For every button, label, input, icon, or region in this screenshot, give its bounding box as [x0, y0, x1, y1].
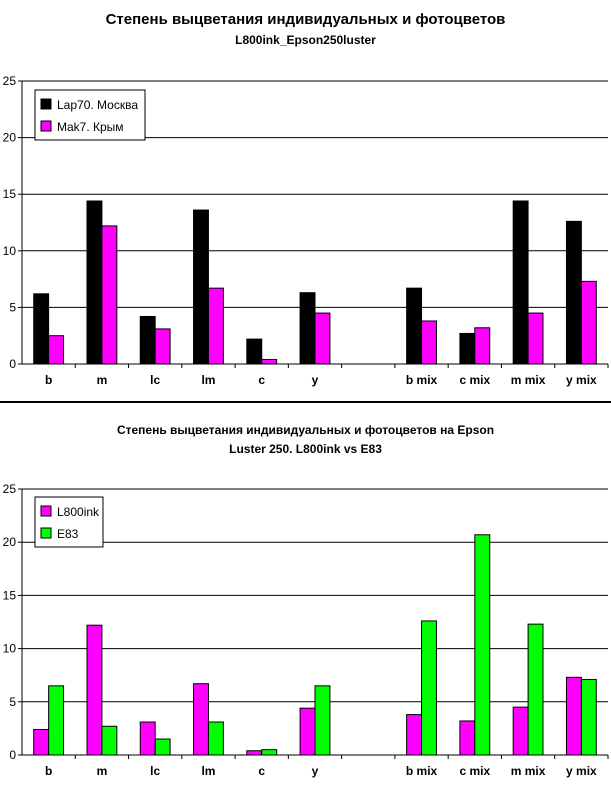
- chart-1-bar: [101, 225, 118, 365]
- chart-1-bar: [512, 200, 529, 365]
- chart-1-x-tick-label: c: [258, 373, 265, 387]
- chart-2-x-tick-label: c: [258, 764, 265, 778]
- chart-1-legend: Lap70. Москва Mak7. Крым: [34, 89, 146, 141]
- chart-2-legend-label: E83: [57, 527, 79, 541]
- chart-1-bar: [565, 220, 582, 365]
- chart-2-y-tick-label: 20: [3, 535, 17, 549]
- chart-2-legend-swatch: [40, 527, 52, 539]
- chart-2-bar: [459, 720, 476, 756]
- chart-1-x-tick-label: c mix: [459, 373, 490, 387]
- chart-1-bar: [580, 280, 597, 365]
- chart-2-x-tick-label: m: [97, 764, 108, 778]
- chart-2-bar: [565, 676, 582, 756]
- chart-1-x-tick-label: y mix: [566, 373, 597, 387]
- chart-1-bar: [314, 312, 331, 365]
- chart-1-x-tick-label: y: [312, 373, 319, 387]
- chart-2-x-tick-label: b mix: [406, 764, 438, 778]
- chart-1-y-tick-label: 20: [3, 131, 17, 145]
- chart-1-title: Степень выцветания индивидуальных и фото…: [105, 11, 506, 28]
- chart-1-legend-swatch: [40, 120, 52, 132]
- chart-2-bar: [86, 624, 103, 756]
- chart-2-subtitle: Luster 250. L800ink vs E83: [229, 442, 382, 456]
- chart-1-subtitle: L800ink_Epson250luster: [235, 33, 376, 47]
- chart-2-x-tick-label: m mix: [511, 764, 546, 778]
- chart-2-bar: [512, 706, 529, 756]
- chart-1-legend-swatch: [40, 98, 52, 110]
- chart-2-bar: [261, 749, 278, 756]
- chart-2-legend-swatch: [40, 505, 52, 517]
- chart-1-bar: [48, 335, 65, 365]
- chart-2-x-tick-label: y mix: [566, 764, 597, 778]
- chart-1-x-tick-label: b mix: [406, 373, 438, 387]
- chart-1-bar: [33, 293, 50, 365]
- chart-1-bar: [527, 312, 544, 365]
- chart-2-y-tick-label: 15: [3, 588, 17, 602]
- chart-2-x-tick-label: b: [45, 764, 52, 778]
- chart-1-y-tick-label: 15: [3, 187, 17, 201]
- chart-1-bar: [207, 287, 224, 365]
- chart-1-x-tick-label: lm: [201, 373, 215, 387]
- chart-1-bar: [474, 327, 491, 365]
- chart-2-y-tick-label: 10: [3, 642, 17, 656]
- chart-panel-1: Степень выцветания индивидуальных и фото…: [0, 0, 611, 397]
- chart-1-x-tick-label: m: [97, 373, 108, 387]
- chart-1-bar: [154, 328, 171, 365]
- chart-1-x-tick-label: m mix: [511, 373, 546, 387]
- chart-2-bar: [246, 750, 263, 756]
- chart-2-y-tick-label: 5: [9, 695, 16, 709]
- chart-2-bar: [314, 685, 331, 756]
- chart-1-plot: 0 5 10 15 20 25 b m lc lm c y b mix c mix m mix y mix La…: [3, 74, 609, 387]
- chart-2-x-tick-label: c mix: [459, 764, 490, 778]
- chart-1-x-tick-label: lc: [150, 373, 160, 387]
- chart-1-y-tick-label: 10: [3, 244, 17, 258]
- chart-1-y-tick-label: 25: [3, 74, 17, 88]
- chart-2-bar: [406, 714, 423, 756]
- chart-1-x-tick-label: b: [45, 373, 52, 387]
- chart-1-legend-label: Mak7. Крым: [57, 120, 124, 134]
- chart-1-bar: [139, 315, 156, 365]
- chart-2-x-tick-label: y: [312, 764, 319, 778]
- chart-2-legend-label: L800ink: [57, 505, 100, 519]
- chart-2-bar: [101, 725, 118, 756]
- chart-2-title: Степень выцветания индивидуальных и фото…: [116, 423, 495, 437]
- chart-2-bar: [139, 721, 156, 756]
- chart-1-bar: [406, 287, 423, 365]
- chart-1-legend-label: Lap70. Москва: [57, 98, 138, 112]
- chart-2-y-tick-label: 25: [3, 482, 17, 496]
- chart-2-bar: [527, 623, 544, 756]
- chart-1-bar: [193, 209, 209, 365]
- chart-2-bar: [207, 721, 224, 756]
- chart-2-bar: [299, 707, 316, 756]
- chart-1-bar: [246, 338, 263, 365]
- chart-1-bar: [459, 332, 476, 365]
- chart-2-bar: [580, 678, 597, 756]
- chart-1-bar: [86, 200, 103, 365]
- chart-1-y-tick-label: 5: [9, 300, 16, 314]
- chart-1-bar: [421, 320, 437, 365]
- chart-2-bar: [33, 728, 50, 756]
- chart-1-bar: [299, 292, 316, 365]
- chart-1-bar: [261, 358, 278, 365]
- chart-2-bar: [474, 534, 491, 756]
- chart-2-bar: [48, 685, 65, 756]
- chart-2-bar: [154, 738, 171, 756]
- chart-panel-2: Степень выцветания индивидуальных и фото…: [0, 405, 611, 800]
- chart-1-y-tick-label: 0: [9, 357, 16, 371]
- chart-2-plot: 0 5 10 15 20 25 b m lc lm c y b mix c mix m mix y mix L8…: [3, 482, 609, 778]
- chart-2-y-tick-label: 0: [9, 748, 16, 762]
- chart-2-x-tick-label: lm: [201, 764, 215, 778]
- chart-2-bar: [193, 683, 209, 756]
- chart-2-bar: [421, 620, 437, 756]
- chart-divider: [0, 401, 611, 403]
- chart-2-x-tick-label: lc: [150, 764, 160, 778]
- chart-2-legend: L800ink E83: [34, 496, 104, 548]
